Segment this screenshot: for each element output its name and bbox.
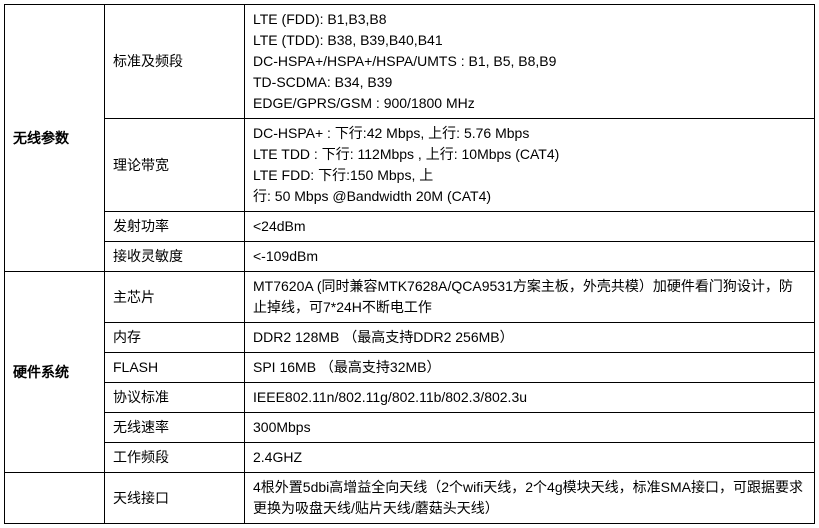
value-band: LTE (FDD): B1,B3,B8 LTE (TDD): B38, B39,… [245,5,815,119]
subcat-rxsens: 接收灵敏度 [105,242,245,272]
subcat-flash: FLASH [105,353,245,383]
table-row: 无线速率 300Mbps [5,413,815,443]
value-txpower: <24dBm [245,212,815,242]
subcat-protocol: 协议标准 [105,383,245,413]
subcat-txpower: 发射功率 [105,212,245,242]
table-row: 发射功率 <24dBm [5,212,815,242]
table-row: 硬件系统 主芯片 MT7620A (同时兼容MTK7628A/QCA9531方案… [5,272,815,323]
table-row: 理论带宽 DC-HSPA+ : 下行:42 Mbps, 上行: 5.76 Mbp… [5,119,815,212]
value-rxsens: <-109dBm [245,242,815,272]
category-hardware: 硬件系统 [5,272,105,473]
table-row: 工作频段 2.4GHZ [5,443,815,473]
category-antenna [5,473,105,524]
table-row: 内存 DDR2 128MB （最高支持DDR2 256MB） [5,323,815,353]
value-speed: 300Mbps [245,413,815,443]
subcat-speed: 无线速率 [105,413,245,443]
category-wireless: 无线参数 [5,5,105,272]
subcat-antenna: 天线接口 [105,473,245,524]
subcat-band: 标准及频段 [105,5,245,119]
value-chip: MT7620A (同时兼容MTK7628A/QCA9531方案主板，外壳共模）加… [245,272,815,323]
value-memory: DDR2 128MB （最高支持DDR2 256MB） [245,323,815,353]
subcat-chip: 主芯片 [105,272,245,323]
value-protocol: IEEE802.11n/802.11g/802.11b/802.3/802.3u [245,383,815,413]
value-antenna: 4根外置5dbi高增益全向天线（2个wifi天线，2个4g模块天线，标准SMA接… [245,473,815,524]
table-row: 接收灵敏度 <-109dBm [5,242,815,272]
value-bandwidth: DC-HSPA+ : 下行:42 Mbps, 上行: 5.76 Mbps LTE… [245,119,815,212]
subcat-memory: 内存 [105,323,245,353]
value-freq: 2.4GHZ [245,443,815,473]
table-row: 无线参数 标准及频段 LTE (FDD): B1,B3,B8 LTE (TDD)… [5,5,815,119]
value-flash: SPI 16MB （最高支持32MB） [245,353,815,383]
table-row: 协议标准 IEEE802.11n/802.11g/802.11b/802.3/8… [5,383,815,413]
subcat-bandwidth: 理论带宽 [105,119,245,212]
spec-table: 无线参数 标准及频段 LTE (FDD): B1,B3,B8 LTE (TDD)… [4,4,815,524]
table-row: FLASH SPI 16MB （最高支持32MB） [5,353,815,383]
table-row: 天线接口 4根外置5dbi高增益全向天线（2个wifi天线，2个4g模块天线，标… [5,473,815,524]
subcat-freq: 工作频段 [105,443,245,473]
